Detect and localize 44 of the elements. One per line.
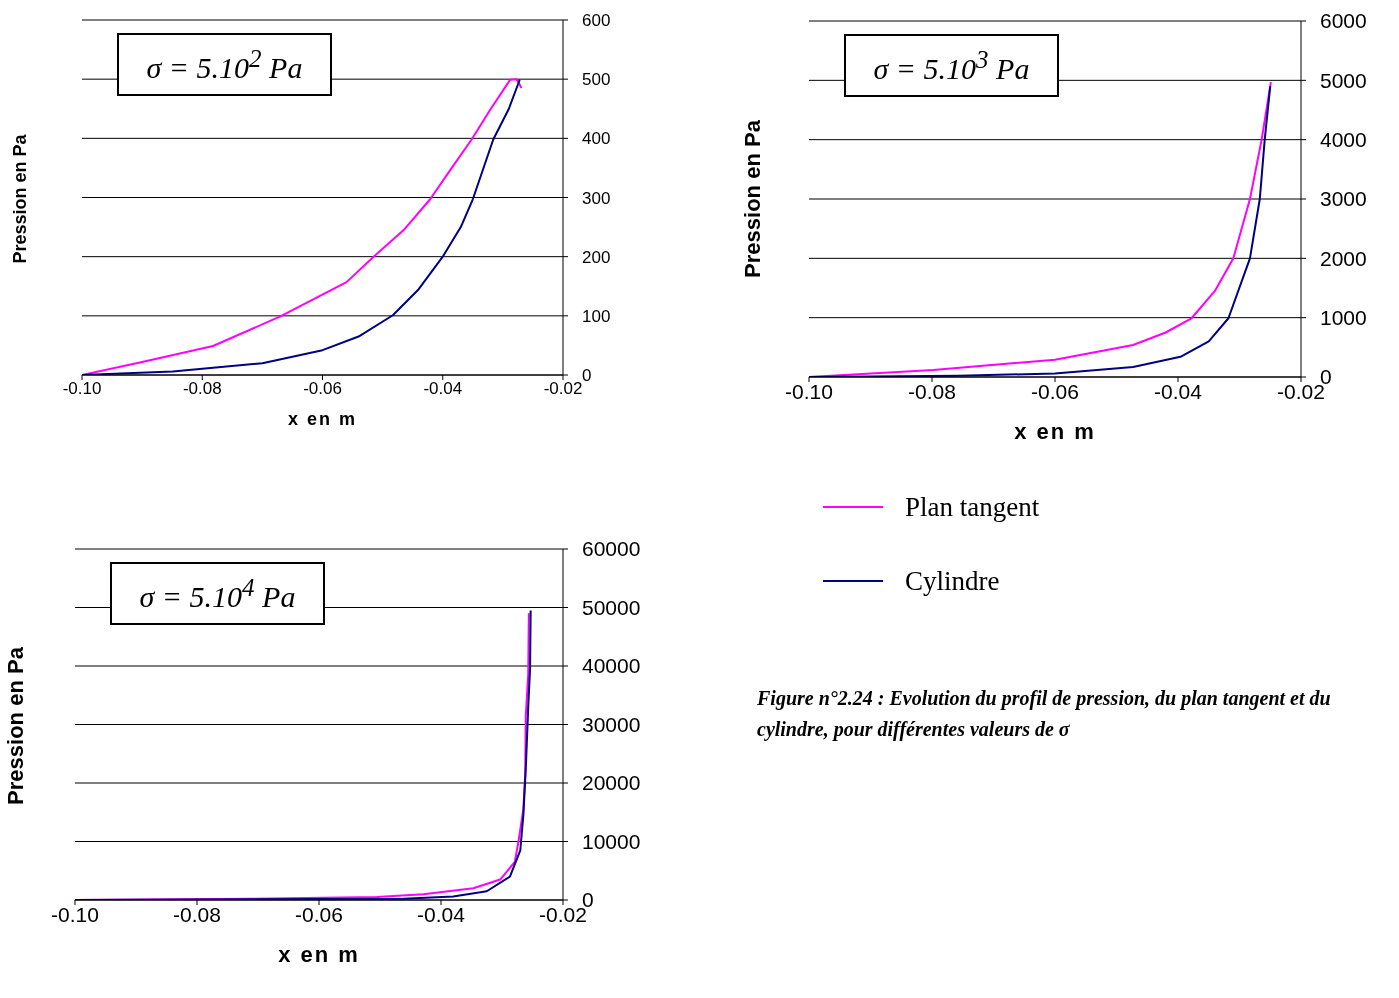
annotation: σ = 5.10$^{3}$ Pa	[873, 45, 1030, 86]
y-tick-label: 4000	[1320, 128, 1367, 152]
x-tick-label: -0.08	[908, 379, 956, 403]
y-axis-title: Pression en Pa	[3, 647, 29, 805]
x-axis-title: x en m	[287, 409, 358, 430]
y-tick-label: 200	[582, 247, 611, 267]
y-tick-label: 3000	[1320, 187, 1367, 211]
x-tick-label: -0.04	[1154, 379, 1203, 403]
y-tick-label: 500	[582, 70, 611, 90]
y-tick-label: 50000	[582, 595, 641, 619]
x-tick-label: -0.08	[182, 379, 222, 399]
annotation: σ = 5.10$^{2}$ Pa	[146, 44, 303, 85]
x-tick-label: -0.10	[785, 379, 833, 403]
x-tick-label: -0.06	[295, 902, 343, 926]
x-axis-title: x en m	[278, 941, 360, 967]
x-tick-label: -0.08	[173, 902, 221, 926]
x-axis-title: x en m	[1014, 418, 1096, 444]
x-tick-label: -0.02	[543, 379, 583, 399]
y-tick-label: 400	[582, 129, 611, 149]
y-tick-label: 5000	[1320, 68, 1367, 92]
y-tick-label: 100	[582, 306, 611, 326]
y-tick-label: 1000	[1320, 306, 1367, 330]
y-tick-label: 6000	[1320, 9, 1367, 33]
y-tick-label: 40000	[582, 654, 641, 678]
y-tick-label: 600	[582, 11, 611, 31]
legend-label: Plan tangent	[905, 491, 1040, 523]
y-tick-label: 60000	[582, 537, 641, 561]
y-tick-label: 10000	[582, 829, 641, 853]
text: Figure n°2.24 : Evolution du profil de pression, du plan tangent et du cylindre, pour différentes valeurs de σ	[757, 686, 1332, 743]
x-tick-label: -0.10	[51, 902, 99, 926]
y-tick-label: 20000	[582, 771, 641, 795]
y-tick-label: 300	[582, 188, 611, 208]
annotation: σ = 5.10$^{4}$ Pa	[139, 573, 296, 614]
x-tick-label: -0.10	[62, 379, 102, 399]
x-tick-label: -0.04	[423, 379, 463, 399]
y-tick-label: 30000	[582, 712, 641, 736]
x-tick-label: -0.06	[1031, 379, 1079, 403]
y-axis-title: Pression en Pa	[9, 133, 31, 264]
y-axis-title: Pression en Pa	[740, 120, 766, 278]
y-tick-label: 2000	[1320, 246, 1367, 270]
x-tick-label: -0.04	[417, 902, 466, 926]
y-tick-label: 0	[582, 366, 592, 386]
legend-label: Cylindre	[905, 565, 1000, 597]
x-tick-label: -0.06	[303, 379, 342, 399]
